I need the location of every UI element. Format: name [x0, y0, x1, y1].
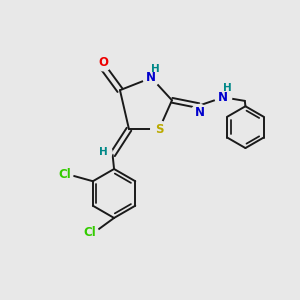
Circle shape	[143, 69, 160, 86]
Text: N: N	[218, 91, 228, 104]
Circle shape	[151, 121, 167, 138]
Circle shape	[95, 54, 112, 71]
Text: N: N	[194, 106, 204, 119]
Text: Cl: Cl	[84, 226, 97, 239]
Text: S: S	[155, 123, 163, 136]
Text: H: H	[99, 147, 108, 157]
Text: H: H	[151, 64, 160, 74]
Text: O: O	[98, 56, 109, 69]
Circle shape	[191, 104, 208, 121]
Circle shape	[56, 166, 73, 183]
Circle shape	[215, 89, 232, 106]
Circle shape	[82, 224, 98, 241]
Text: N: N	[146, 71, 156, 84]
Text: Cl: Cl	[58, 168, 71, 181]
Circle shape	[95, 144, 112, 160]
Text: H: H	[223, 83, 232, 93]
